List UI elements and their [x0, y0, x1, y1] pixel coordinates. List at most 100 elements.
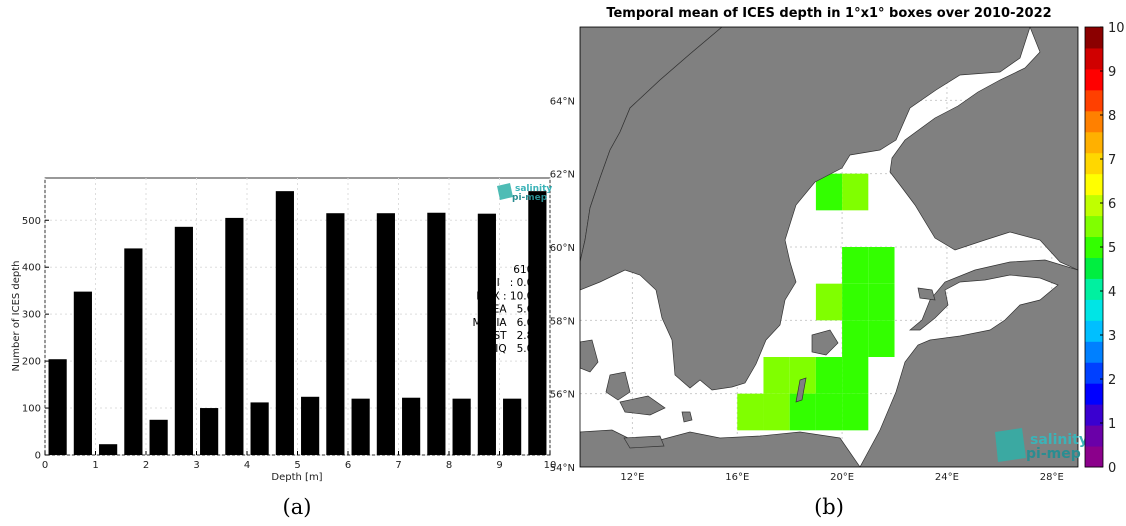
histogram-y-tick-label: 300 — [22, 310, 41, 321]
logo-text-2: pi-mep — [512, 193, 548, 203]
colorbar-tick-label: 3 — [1108, 329, 1116, 344]
histogram-bar — [301, 396, 320, 455]
map-data-cells — [737, 173, 895, 431]
colorbar-segment — [1085, 89, 1103, 112]
colorbar-tick-label: 9 — [1108, 65, 1116, 80]
colorbar-tick-label: 6 — [1108, 197, 1116, 212]
colorbar-segment — [1085, 404, 1103, 426]
colorbar-tick-label: 4 — [1108, 285, 1116, 300]
colorbar-tick-label: 10 — [1108, 21, 1125, 36]
histogram-y-tick-label: 400 — [22, 263, 41, 274]
caption-b: (b) — [814, 495, 844, 519]
logo-text-1: salinity — [515, 184, 552, 194]
map-frame — [579, 26, 1079, 468]
histogram-bar — [528, 191, 547, 456]
histogram-bar — [124, 248, 143, 455]
map-lat-tick-label: 60°N — [550, 243, 575, 254]
colorbar-tick-label: 5 — [1108, 241, 1116, 256]
histogram-x-tick-label: 10 — [544, 460, 557, 471]
histogram-bar — [250, 402, 269, 455]
histogram-stat-line: MEA 5.61 — [484, 304, 540, 316]
map-data-cell — [815, 393, 843, 431]
histogram-bar — [225, 217, 244, 455]
map-data-cell — [842, 393, 869, 431]
land-bornholm — [681, 411, 693, 423]
histogram-bar — [73, 291, 92, 455]
map-logo-mark-icon — [995, 428, 1026, 462]
histogram-bar — [477, 213, 496, 455]
histogram-stat-line: ST 2.86 — [494, 330, 541, 342]
map-data-cell — [842, 247, 869, 284]
map-panel: Temporal mean of ICES depth in 1°x1° box… — [550, 6, 1125, 519]
land-lolland — [623, 435, 665, 449]
histogram-bar — [503, 398, 522, 455]
histogram-x-tick-label: 4 — [244, 460, 250, 471]
caption-a: (a) — [283, 495, 312, 519]
map-lon-ticks: 12°E 16°E 20°E 24°E 28°E — [620, 472, 1063, 483]
colorbar-segment — [1085, 194, 1103, 217]
map-lon-tick-label: 16°E — [725, 472, 749, 483]
colorbar-segment — [1085, 173, 1103, 196]
histogram-bar — [376, 213, 395, 455]
histogram-stat-line: MEDIA 6.00 — [473, 317, 540, 329]
colorbar-segment — [1085, 278, 1103, 300]
histogram-x-tick-label: 5 — [294, 460, 300, 471]
colorbar-segment — [1085, 320, 1103, 342]
histogram-y-axis-label: Number of ICES depth — [11, 260, 22, 371]
histogram-bar — [174, 226, 193, 455]
map-lat-ticks: 54°N 56°N 58°N 60°N 62°N 64°N — [550, 96, 575, 474]
histogram-y-tick-label: 500 — [22, 216, 41, 227]
map-data-cell — [868, 247, 895, 284]
colorbar-tick-label: 7 — [1108, 153, 1116, 168]
histogram-bar — [427, 212, 446, 455]
histogram-x-tick-label: 7 — [395, 460, 401, 471]
histogram-bars — [48, 191, 547, 456]
colorbar-segment — [1085, 383, 1103, 405]
colorbar-segment — [1085, 27, 1103, 49]
map-lat-tick-label: 54°N — [550, 463, 575, 474]
land-saaremaa — [917, 287, 936, 301]
histogram-bar — [351, 398, 370, 455]
colorbar-segment — [1085, 257, 1103, 279]
map-lon-tick-label: 20°E — [830, 472, 854, 483]
map-lon-tick-label: 12°E — [620, 472, 644, 483]
map-lon-tick-label: 24°E — [935, 472, 959, 483]
map-lat-tick-label: 64°N — [550, 96, 575, 107]
colorbar-tick-label: 2 — [1108, 373, 1116, 388]
map-data-cell — [842, 320, 869, 357]
map-data-cell — [868, 320, 895, 357]
salinity-pimep-logo: salinity pi-mep — [497, 183, 552, 203]
histogram-x-tick-label: 9 — [496, 460, 502, 471]
histogram-bar — [149, 419, 168, 455]
histogram-bar — [402, 397, 421, 455]
colorbar: 0 1 2 3 4 5 6 7 8 9 10 — [1084, 21, 1125, 476]
land-oland — [795, 377, 807, 403]
histogram-stat-line: IQ 5.00 — [495, 343, 540, 355]
map-data-cell — [842, 283, 869, 321]
colorbar-segment — [1085, 299, 1103, 321]
logo-mark-icon — [497, 183, 513, 200]
colorbar-segment — [1085, 152, 1103, 175]
map-data-cell — [842, 357, 869, 394]
map-lat-tick-label: 62°N — [550, 170, 575, 181]
colorbar-segment — [1085, 341, 1103, 363]
colorbar-segment — [1085, 47, 1103, 70]
colorbar-segment — [1085, 110, 1103, 133]
histogram-x-tick-label: 2 — [143, 460, 149, 471]
map-logo-text-1: salinity — [1030, 432, 1088, 448]
map-logo-text-2: pi-mep — [1026, 446, 1081, 462]
land-islands-dk — [619, 395, 666, 416]
histogram-y-tick-label: 200 — [22, 357, 41, 368]
colorbar-segment — [1085, 215, 1103, 238]
histogram-y-tick-label: 100 — [22, 404, 41, 415]
colorbar-segment — [1085, 446, 1103, 468]
map-data-cell — [815, 357, 843, 394]
map-salinity-pimep-logo: salinity pi-mep — [995, 428, 1088, 462]
colorbar-tick-label: 1 — [1108, 417, 1116, 432]
histogram-x-tick-label: 1 — [92, 460, 98, 471]
histogram-bar — [275, 191, 294, 456]
land-denmark-north — [580, 339, 599, 373]
histogram-x-ticks: 0 1 2 3 4 5 6 7 8 9 10 — [42, 451, 557, 471]
